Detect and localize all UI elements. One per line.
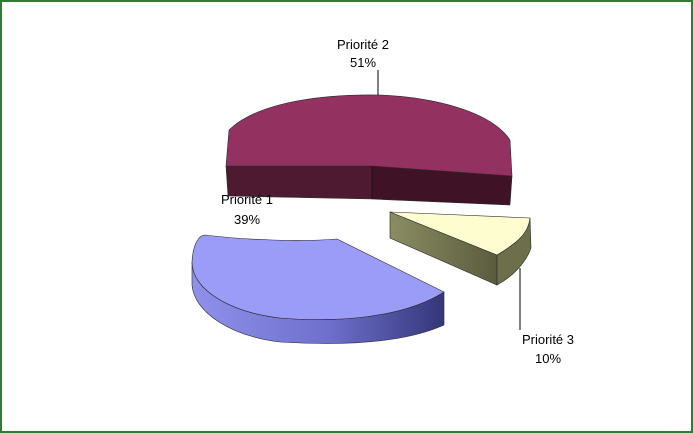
pie-slice-priorit-1	[191, 234, 445, 344]
slice-percent-priorit-3: 10%	[535, 351, 561, 366]
pie-slice-priorit-2	[225, 94, 513, 206]
pie-slice-top-priorit-1	[191, 234, 445, 320]
slice-label-priorit-3: Priorité 3	[522, 332, 574, 347]
pie-slice-top-priorit-3	[389, 211, 531, 256]
slice-percent-priorit-2: 51%	[350, 55, 376, 70]
pie-slice-top-priorit-2	[225, 94, 513, 177]
pie-slice-priorit-3	[389, 211, 532, 286]
slice-label-priorit-1: Priorité 1	[221, 192, 273, 207]
slice-label-priorit-2: Priorité 2	[337, 37, 389, 52]
slice-percent-priorit-1: 39%	[234, 212, 260, 227]
